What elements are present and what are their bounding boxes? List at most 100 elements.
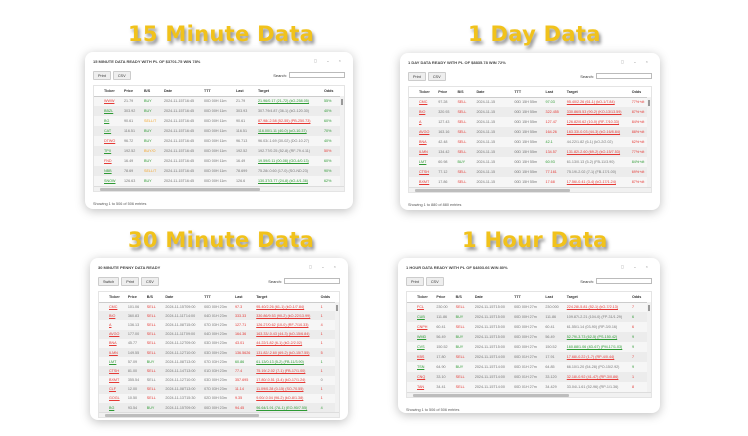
cell-ticker[interactable]: NBB bbox=[94, 166, 122, 176]
cell-target[interactable]: 11.09/0.28 (0-15) (SO-70.55) bbox=[254, 384, 319, 394]
cell-target[interactable]: 95.40/2.26 (61-1) (kO-1/7.84) bbox=[564, 97, 630, 107]
cell-target[interactable]: 96.64/1.91 (7A-1) (EO-90/7.55) bbox=[254, 403, 319, 413]
table-row[interactable]: BG 90.61 SELL/T 2024-11-15T16:45 00D 00H 11m… bbox=[94, 116, 344, 126]
cell-target[interactable]: 224.28/-5.81 (52-1) (kO-7/2.13) bbox=[564, 302, 630, 312]
table-row[interactable]: CNPH 60.41 SELL 2024-11-15T15:00 00D 00H 27m… bbox=[407, 322, 651, 332]
column-header-ttt[interactable]: TTT bbox=[202, 292, 233, 303]
cell-target[interactable]: 44.22/1.82 (6-1) (kO-2/2.02) bbox=[564, 137, 630, 147]
cell-ticker[interactable]: LMT bbox=[409, 157, 437, 167]
cell-target[interactable]: 75.19/-2.02 (7-1) (FB-17/1.00) bbox=[254, 366, 319, 376]
cell-ticker[interactable]: AVGO bbox=[409, 127, 437, 137]
column-header-ttt[interactable]: TTT bbox=[202, 86, 234, 97]
column-header-last[interactable]: Last bbox=[234, 86, 256, 97]
horizontal-scrollbar[interactable] bbox=[99, 412, 339, 418]
scroll-thumb[interactable] bbox=[648, 305, 650, 311]
cell-ticker[interactable]: FCL bbox=[407, 302, 435, 312]
scroll-thumb[interactable] bbox=[413, 394, 570, 397]
cell-ticker[interactable]: ILMN bbox=[409, 147, 437, 157]
cell-target[interactable]: 307.79/4.87 (36-1) (kO-120.30) bbox=[256, 106, 322, 116]
vertical-scrollbar[interactable] bbox=[340, 96, 344, 186]
cell-target[interactable]: 17.56/-0.41 (3-4) (kO-17/1.24) bbox=[564, 177, 630, 187]
table-row[interactable]: DTWO 96.72 BUY 2024-11-15T16:45 00D 00H 11m 9… bbox=[94, 136, 344, 146]
vertical-scrollbar[interactable] bbox=[647, 302, 651, 392]
table-row[interactable]: BBZL 303.92 BUY 2024-11-15T16:45 00D 00H 11m… bbox=[94, 106, 344, 116]
table-row[interactable]: CMC 101.06 SELL 2024-11-15T09:00 00D 00H 23m… bbox=[99, 302, 339, 312]
cell-ticker[interactable]: GOGL bbox=[99, 393, 126, 404]
table-row[interactable]: ILMN 149.55 SELL 2024-11-12T10:00 03D 00H 23… bbox=[99, 347, 339, 358]
table-row[interactable]: CTSH 77.12 SELL 2024-11-15 00D 15H 55m 77.161… bbox=[409, 167, 651, 177]
cell-ticker[interactable]: SNOW bbox=[94, 176, 122, 186]
switch-button[interactable]: Switch bbox=[98, 276, 120, 286]
window-controls[interactable]: ◻ ⌄ × bbox=[308, 264, 340, 269]
table-row[interactable]: CNQ 33.10 SELL 2024-11-15T14:00 00D 01H 27m 3… bbox=[407, 372, 651, 382]
table-row[interactable]: GOGL 10.50 SELL 2024-11-13T15:30 02D 00H 53m… bbox=[99, 393, 339, 404]
cell-ticker[interactable]: BBZL bbox=[94, 106, 122, 116]
cell-target[interactable]: 330.86/9.53 (90-2) (kO-22/13.99) bbox=[254, 311, 319, 321]
column-header-ticker[interactable]: Ticker bbox=[407, 292, 435, 303]
horizontal-scrollbar[interactable] bbox=[409, 187, 651, 192]
search-input[interactable] bbox=[596, 73, 652, 79]
column-header-odds[interactable]: Odds bbox=[629, 87, 651, 98]
cell-ticker[interactable]: TPX bbox=[94, 146, 122, 156]
cell-ticker[interactable]: BXMT bbox=[409, 177, 437, 187]
cell-target[interactable]: 116.00/1.11 (40-0) (oO-10.37) bbox=[256, 126, 322, 136]
cell-ticker[interactable]: BNA bbox=[99, 338, 126, 348]
csv-button[interactable]: CSV bbox=[112, 70, 131, 80]
table-row[interactable]: NBB 78.69 SELL/T 2024-11-15T16:45 00D 00H 11… bbox=[94, 166, 344, 176]
column-header-date[interactable]: Date bbox=[472, 292, 513, 303]
cell-target[interactable]: 126.27/0.62 (10-0) (RF-7/10.33) bbox=[254, 320, 319, 330]
cell-target[interactable]: 126.82/0.62 (10-0) (RF-7/10.33) bbox=[564, 117, 630, 127]
cell-ticker[interactable]: BIO bbox=[99, 311, 126, 321]
column-header-bs[interactable]: B/S bbox=[142, 86, 162, 97]
column-header-odds[interactable]: Odds bbox=[322, 86, 344, 97]
window-controls[interactable]: ◻ ⌄ × bbox=[620, 59, 652, 64]
cell-ticker[interactable]: CTSH bbox=[409, 167, 437, 177]
table-row[interactable]: CTSH 81.00 SELL 2024-11-14T13:00 01D 03H 23m… bbox=[99, 366, 339, 376]
cell-ticker[interactable]: WWW bbox=[94, 96, 122, 106]
table-row[interactable]: LMT 60.98 BUY 2024-11-15 00D 15H 55m 60.93 61.… bbox=[409, 157, 651, 167]
cell-ticker[interactable]: TSN bbox=[407, 362, 435, 372]
table-row[interactable]: FND 16.49 BUY 2024-11-15T16:45 00D 00H 11m 16… bbox=[94, 156, 344, 166]
print-button[interactable]: Print bbox=[406, 276, 424, 286]
table-row[interactable]: BNA 42.48 SELL 2024-11-15 00D 15H 55m 42.1 44.… bbox=[409, 137, 651, 147]
cell-target[interactable]: 32.18/-0.92 (41-47) (RP-3/0.86) bbox=[564, 372, 630, 382]
cell-ticker[interactable]: CAT bbox=[94, 126, 122, 136]
column-header-date[interactable]: Date bbox=[163, 292, 203, 303]
column-header-bs[interactable]: B/S bbox=[144, 292, 164, 303]
cell-ticker[interactable]: KBS bbox=[407, 352, 435, 362]
cell-target[interactable]: 21.96/0.17 (21-72) (kO-258.05) bbox=[256, 96, 322, 106]
column-header-price[interactable]: Price bbox=[434, 292, 454, 303]
column-header-bs[interactable]: B/S bbox=[455, 87, 475, 98]
cell-target[interactable]: 75.28/-0.60 (17-0) (SO-ND.23) bbox=[256, 166, 322, 176]
table-row[interactable]: SNOW 126.63 BUY 2024-11-15T16:45 00D 00H 11m… bbox=[94, 176, 344, 186]
table-row[interactable]: BXMT 17.86 SELL 2024-11-15 00D 15H 55m 17.68 1… bbox=[409, 177, 651, 187]
cell-ticker[interactable]: TAN bbox=[407, 382, 435, 392]
table-row[interactable]: AVGO 163.16 SELL 2024-11-15 00D 15H 55m 164.2… bbox=[409, 127, 651, 137]
table-row[interactable]: CVS 150.52 BUY 2024-11-15T15:00 00D 00H 27m 1… bbox=[407, 342, 651, 352]
cell-target[interactable]: 87.98/-2.58 (52-55) (PB-250.73) bbox=[256, 116, 322, 126]
table-row[interactable]: BIO 320.93 SELL 2024-11-15 00D 15H 55m 322.45… bbox=[409, 107, 651, 117]
column-header-target[interactable]: Target bbox=[564, 87, 630, 98]
cell-ticker[interactable]: CNPH bbox=[407, 322, 435, 332]
cell-target[interactable]: 33.04/-1.61 (52-96) (RP-1/1.36) bbox=[564, 382, 630, 392]
cell-ticker[interactable]: DTWO bbox=[94, 136, 122, 146]
search-input[interactable] bbox=[289, 72, 345, 78]
cell-target[interactable]: 130.37/3.77 (24-8) (kO-4/1.36) bbox=[256, 176, 322, 186]
table-row[interactable]: CAT 116.51 BUY 2024-11-15T16:45 00D 00H 11m 1… bbox=[94, 126, 344, 136]
cell-target[interactable]: 163.33/-0.03 (44-3) (kO-16/8.84) bbox=[564, 127, 630, 137]
column-header-odds[interactable]: Odds bbox=[318, 292, 339, 303]
cell-target[interactable]: 163.33/-0.43 (44-3) (kO-15/6.84) bbox=[254, 329, 319, 339]
column-header-last[interactable]: Last bbox=[232, 292, 255, 303]
table-row[interactable]: WMD 56.49 BUY 2024-11-15T15:00 00D 00H 27m 56… bbox=[407, 332, 651, 342]
horizontal-scrollbar[interactable] bbox=[407, 392, 651, 397]
column-header-ttt[interactable]: TTT bbox=[512, 87, 544, 98]
table-row[interactable]: FCL 230.00 SELL 2024-11-15T15:00 00D 00H 27m… bbox=[407, 302, 651, 312]
cell-ticker[interactable]: CMC bbox=[409, 97, 437, 107]
cell-target[interactable]: 52.79/-3.73 (62-5) (PS-150.42) bbox=[564, 332, 630, 342]
column-header-target[interactable]: Target bbox=[256, 86, 322, 97]
cell-ticker[interactable]: A bbox=[99, 320, 126, 330]
cell-target[interactable]: 131.82/-2.60 (69-2) (kO-15/7.55) bbox=[254, 347, 319, 358]
window-controls[interactable]: ◻ ⌄ × bbox=[620, 264, 652, 269]
search-input[interactable] bbox=[596, 278, 652, 284]
table-row[interactable]: BXMT 355.54 SELL 2024-11-12T10:00 03D 00H 23… bbox=[99, 375, 339, 385]
